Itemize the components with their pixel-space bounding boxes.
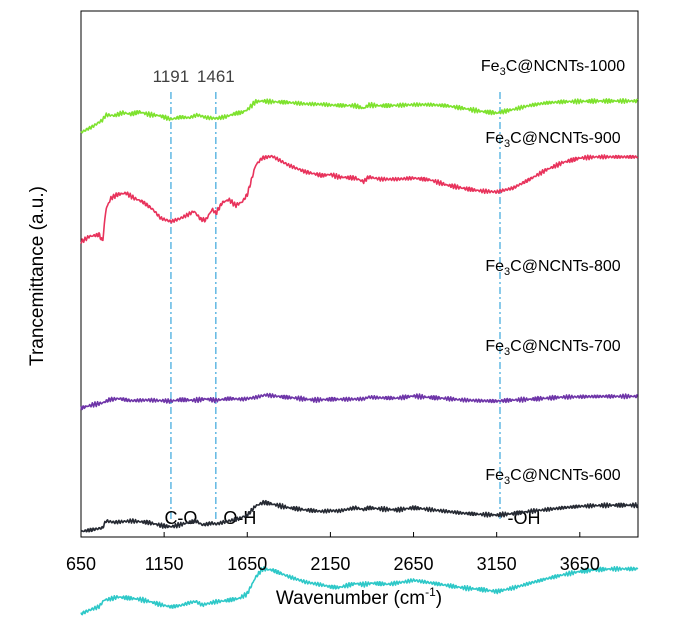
series-line-2 xyxy=(80,392,639,411)
series-line-4 xyxy=(80,565,639,616)
plot-frame xyxy=(80,10,639,538)
x-axis-title-superscript: -1 xyxy=(425,585,436,599)
series-line-0 xyxy=(80,98,639,134)
x-tick-label-5: 3150 xyxy=(477,554,517,574)
series-label-0: Fe3C@NCNTs-1000 xyxy=(481,58,625,78)
y-axis-title: Trancemittance (a.u.) xyxy=(27,186,48,366)
series-label-4: Fe3C@NCNTs-600 xyxy=(485,467,620,487)
x-tick-label-4: 2650 xyxy=(394,554,434,574)
x-axis-title-main: Wavenumber (cm xyxy=(276,588,425,609)
x-tick-label-6: 3650 xyxy=(560,554,600,574)
series-labels: Fe3C@NCNTs-1000 Fe3C@NCNTs-900 Fe3C@NCNTs-… xyxy=(481,58,625,487)
marker-top-label-0: 1191 xyxy=(153,67,190,86)
x-axis-title: Wavenumber (cm-1) xyxy=(276,585,442,609)
series-line-1 xyxy=(80,154,639,244)
x-tick-label-2: 1650 xyxy=(227,554,267,574)
x-tick-label-0: 650 xyxy=(66,554,96,574)
x-axis-ticks: 650 1150 1650 2150 2650 3150 3650 xyxy=(66,532,600,574)
marker-top-label-1: 1461 xyxy=(197,67,235,86)
series-line-3 xyxy=(80,499,639,533)
series-label-2: Fe3C@NCNTs-800 xyxy=(485,258,620,278)
x-axis-title-end: ) xyxy=(436,588,442,609)
series-label-3: Fe3C@NCNTs-700 xyxy=(485,338,620,358)
x-tick-label-3: 2150 xyxy=(310,554,350,574)
series-label-1: Fe3C@NCNTs-900 xyxy=(485,130,620,150)
series-lines xyxy=(80,98,639,616)
x-tick-label-1: 1150 xyxy=(145,554,184,574)
